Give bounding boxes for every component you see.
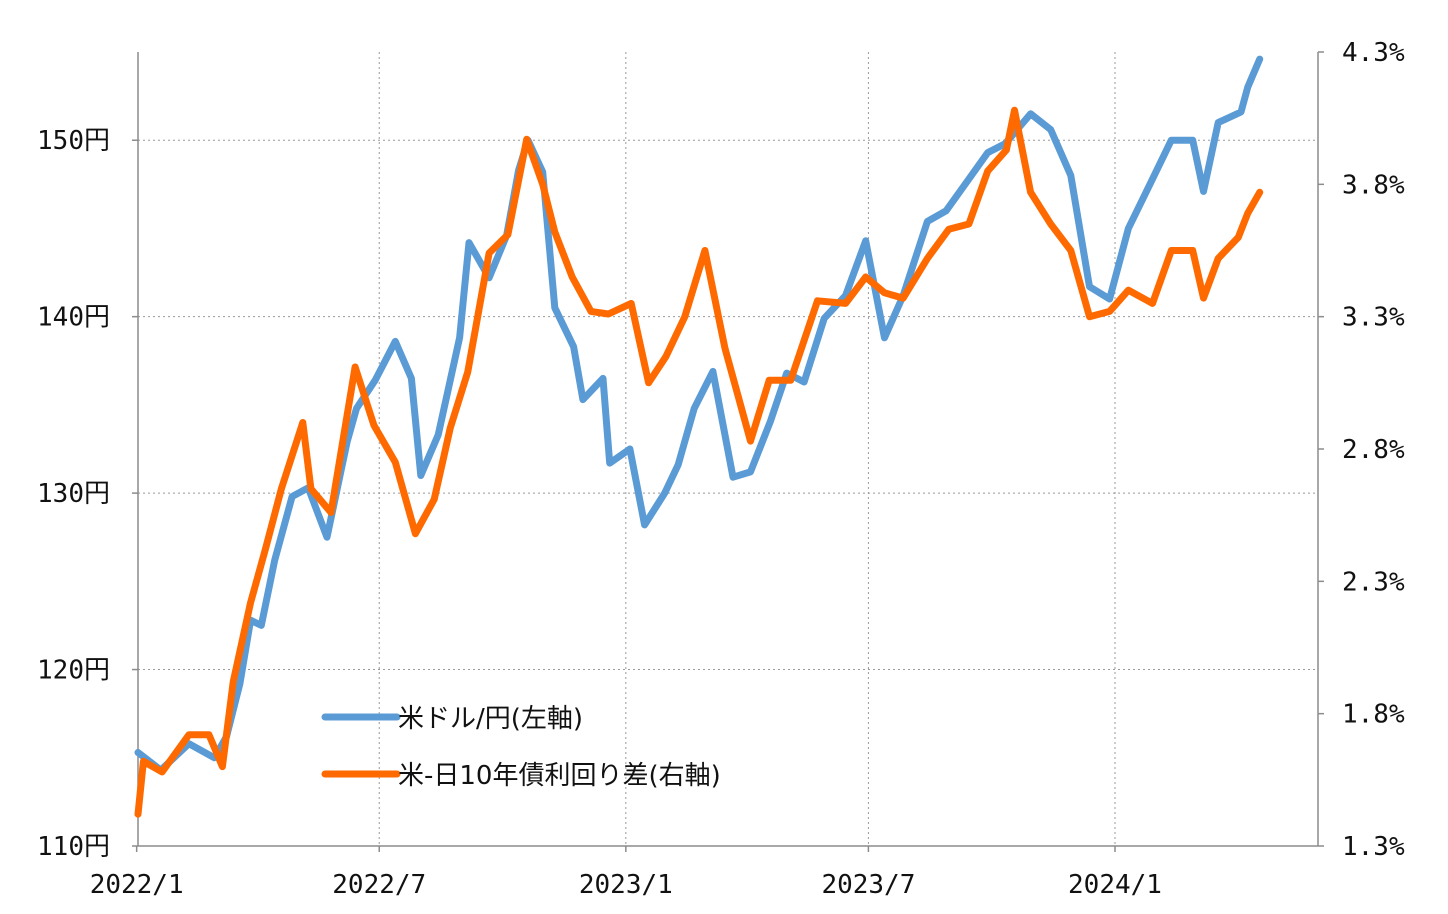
left-axis-tick-label: 150円	[37, 126, 110, 156]
x-axis-tick-label: 2023/1	[579, 870, 673, 900]
x-axis-tick-label: 2023/7	[821, 870, 915, 900]
left-axis-tick-label: 130円	[37, 479, 110, 509]
legend-label-yield-spread: 米-日10年債利回り差(右軸)	[398, 761, 721, 791]
x-axis-tick-label: 2024/1	[1068, 870, 1162, 900]
right-axis-tick-label: 4.3%	[1342, 38, 1405, 68]
series-line-usd-jpy	[134, 55, 1264, 774]
right-axis-tick-label: 3.3%	[1342, 303, 1405, 333]
left-axis-tick-label: 120円	[37, 656, 110, 686]
right-axis-tick-label: 1.8%	[1342, 700, 1405, 730]
right-axis-tick-label: 1.3%	[1342, 832, 1405, 862]
left-axis-tick-label: 110円	[37, 832, 110, 862]
right-axis-tick-label: 2.8%	[1342, 435, 1405, 465]
legend: 米ドル/円(左軸) 米-日10年債利回り差(右軸)	[321, 704, 721, 791]
legend-label-usd-jpy: 米ドル/円(左軸)	[398, 704, 583, 734]
series-line-yield-spread	[134, 106, 1264, 818]
right-axis-tick-label: 3.8%	[1342, 170, 1405, 200]
right-axis-tick-label: 2.3%	[1342, 567, 1405, 597]
axes: 110円 120円 130円 140円 150円 1.3% 1.8% 2.3% 2.8% 3.3%…	[37, 38, 1405, 900]
x-axis-tick-label: 2022/1	[90, 870, 184, 900]
series-lines	[134, 55, 1264, 818]
x-axis-tick-label: 2022/7	[332, 870, 426, 900]
left-axis-tick-label: 140円	[37, 303, 110, 333]
